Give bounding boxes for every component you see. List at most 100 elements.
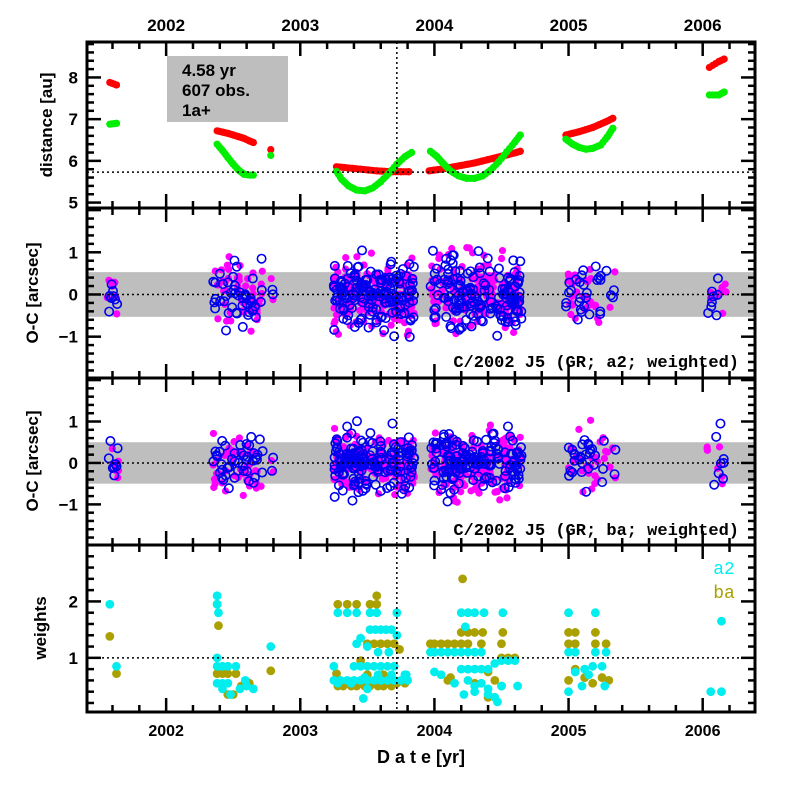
weight-a2-point [430,667,439,677]
dec-residual-point [404,286,415,297]
weight-ba-point [458,574,467,584]
dec-residual-point [504,276,515,287]
dec-residual-point [212,451,223,462]
weight-a2-point [384,647,394,657]
dec-residual-point [353,477,364,488]
weight-a2-point [497,681,506,691]
dec-residual-point [379,289,390,300]
top-x-tick-label: 2005 [550,16,588,35]
weight-a2-point [362,642,372,651]
weight-a2-point [470,608,480,618]
dec-residual-point [587,444,598,455]
dec-residual-point [404,331,415,342]
weight-a2-point [597,661,607,671]
ra-residual-point [516,433,524,441]
ra-residual-point [497,254,506,263]
weight-ba-point [112,669,121,679]
dec-residual-point [595,274,606,285]
dec-residual-point [504,462,515,473]
ra-residual-point [235,434,244,442]
heliocentric-point [112,81,121,89]
dec-residual-point [396,291,407,302]
weight-ba-point [352,599,362,609]
weight-a2-point [601,647,611,657]
ra-residual-point [703,446,711,454]
weight-a2-point [590,647,600,657]
dec-residual-point [484,266,495,277]
dec-residual-point [238,450,249,461]
dec-residual-point [465,266,476,277]
dec-residual-point [396,488,407,499]
dec-residual-point [438,473,449,484]
dec-residual-point [429,268,440,279]
weight-a2-point [387,670,396,680]
dec-residual-point [390,442,401,453]
dec-residual-point [446,323,457,334]
weight-a2-point [223,678,233,688]
ra-residual-point [210,483,218,492]
dec-residual-point [266,465,277,476]
dec-residual-point [365,459,376,470]
dec-residual-point [333,447,344,458]
dec-residual-point [344,450,355,461]
dec-residual-point [407,277,418,288]
dec-residual-point [607,292,618,303]
dec-residual-point [220,440,231,451]
dec-residual-point [329,464,340,475]
weight-ba-point [497,639,506,649]
y-tick-label: 1 [69,649,78,668]
distance-axis-title: distance [au] [37,73,56,178]
geocentric-point [408,148,416,157]
points-layer [103,55,730,707]
weight-a2-point [483,690,493,699]
weight-a2-point [493,697,502,707]
weight-a2-point [105,599,115,609]
weight-ba-point [266,666,276,676]
weight-a2-point [463,647,473,657]
dec-residual-point [430,439,441,450]
weight-a2-point [564,687,573,697]
dec-residual-point [595,309,606,320]
dec-residual-point [444,429,455,440]
dec-residual-point [356,435,367,446]
weight-a2-point [503,656,513,666]
weight-a2-point [358,694,368,703]
dec-residual-point [375,436,386,447]
dec-residual-point [332,436,343,447]
weight-a2-point [470,687,480,697]
dec-residual-point [511,305,522,316]
dec-residual-point [443,456,454,467]
weight-a2-point [212,591,222,601]
dec-residual-point [394,454,405,465]
bottom-x-tick-label: 2003 [282,723,318,740]
dec-residual-point [351,416,362,427]
dec-residual-point [477,316,488,327]
dec-residual-point [574,277,585,288]
dec-residual-point [357,245,368,256]
dec-residual-point [569,455,580,466]
dec-residual-point [344,300,355,311]
dec-residual-point [345,457,356,468]
ra-residual-point [463,243,471,252]
ra-residual-point [221,300,229,308]
dec-residual-point [510,316,521,327]
dec-residual-point [515,454,526,465]
ra-residual-point [209,429,218,438]
weight-ba-point [476,639,486,649]
ra-residual-point [222,317,231,325]
ra-residual-point [113,310,121,318]
dec-residual-point [481,472,492,483]
weight-a2-point [333,678,343,688]
dec-residual-point [462,268,473,279]
dec-residual-point [246,431,257,442]
dec-residual-point [369,284,380,295]
dec-residual-point [379,325,390,336]
heliocentric-point [267,146,275,154]
ra-residual-point [503,494,511,502]
dec-residual-point [238,465,249,476]
ra-residual-point [722,288,730,296]
dec-residual-point [709,479,720,490]
dec-residual-point [481,434,492,445]
dec-residual-point [343,310,354,321]
weight-a2-point [570,647,580,657]
